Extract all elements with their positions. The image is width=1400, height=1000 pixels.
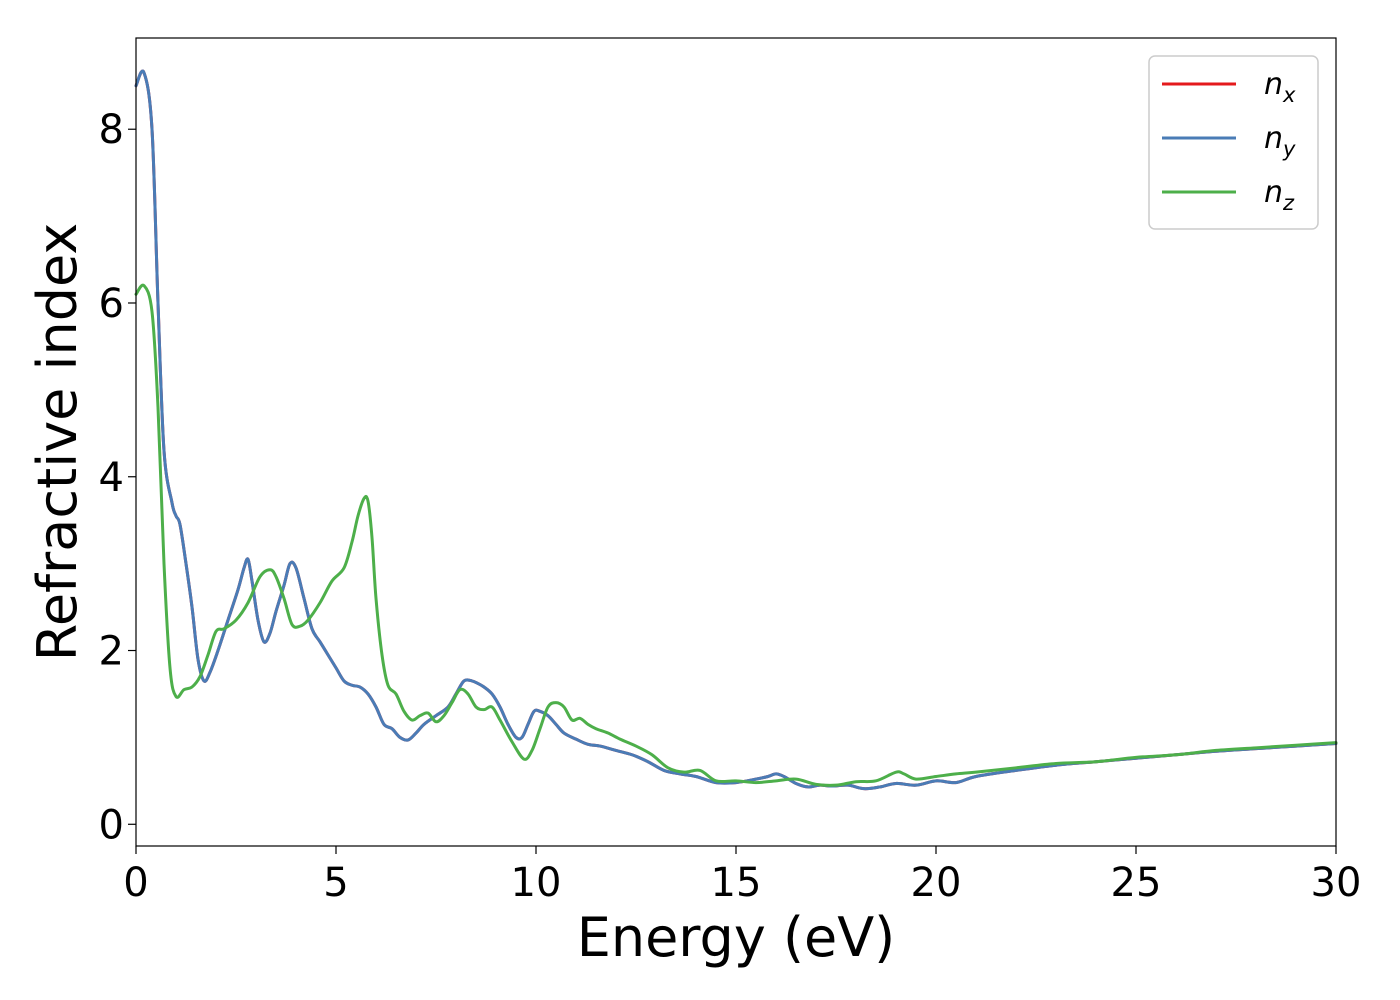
x-tick-label: 10 — [511, 860, 562, 906]
x-tick-label: 25 — [1111, 860, 1162, 906]
y-tick-label: 8 — [99, 107, 124, 153]
x-tick-label: 15 — [711, 860, 762, 906]
series-layer — [134, 69, 1338, 791]
legend-label-nx: nx — [1264, 67, 1296, 107]
y-tick-label: 6 — [99, 281, 124, 327]
series-line-nz — [134, 283, 1338, 787]
x-tick-label: 5 — [323, 860, 348, 906]
y-tick-label: 2 — [99, 629, 124, 675]
x-tick-label: 0 — [123, 860, 148, 906]
series-line-ny — [134, 69, 1338, 791]
legend-box — [1148, 55, 1319, 230]
y-tick-label: 4 — [99, 455, 124, 501]
x-axis-title: Energy (eV) — [577, 906, 896, 969]
tick-layer: 0 5 10 15 20 25 30 0 2 4 6 8 — [99, 107, 1362, 906]
y-axis-title: Refractive index — [26, 223, 89, 662]
x-tick-label: 20 — [911, 860, 962, 906]
legend-label-ny: ny — [1264, 121, 1296, 161]
x-tick-label: 30 — [1311, 860, 1362, 906]
y-tick-label: 0 — [99, 802, 124, 848]
